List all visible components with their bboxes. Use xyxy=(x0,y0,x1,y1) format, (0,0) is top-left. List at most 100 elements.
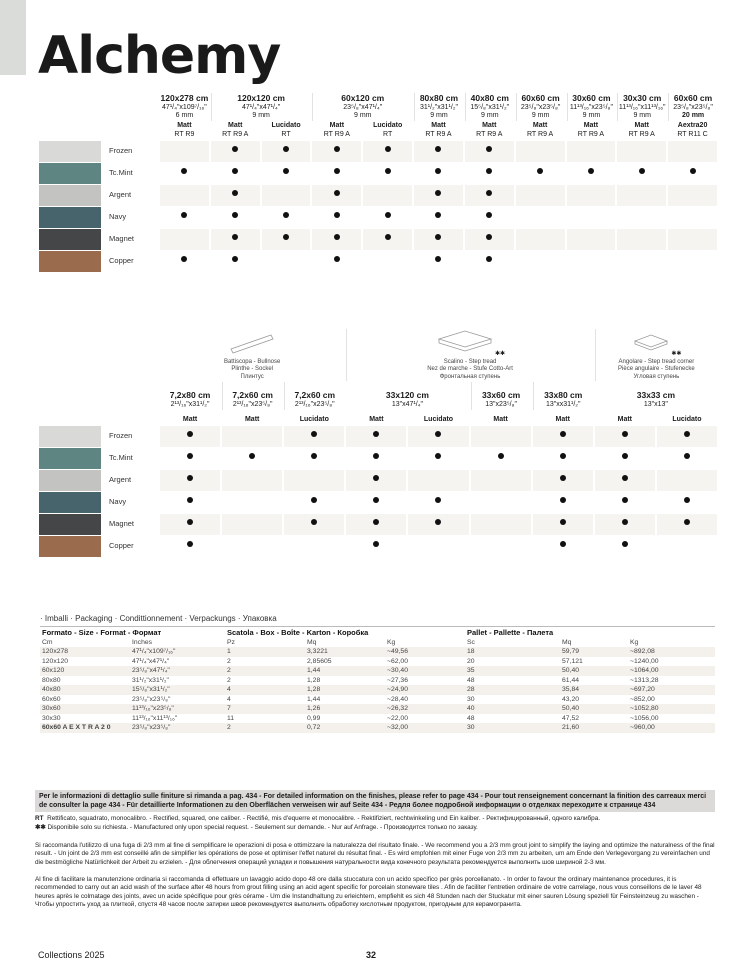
table-cell: 1,26 xyxy=(305,704,385,714)
grout-note: Si raccomanda l'utilizzo di una fuga di … xyxy=(35,842,715,866)
availability-cell xyxy=(567,163,616,184)
finish-swatch xyxy=(39,206,101,228)
surface-finish: Lucidato xyxy=(373,122,403,130)
table-cell: 2 xyxy=(227,676,231,684)
available-dot-icon xyxy=(435,212,442,219)
table-row: 30x60 11¹³/₁₆"x23⁵/₈" 7 1,26 ~26,32 40 50,40 ~1… xyxy=(40,704,715,714)
thickness: 9 mm xyxy=(252,112,270,120)
piece-label: Battiscopa - Bullnose xyxy=(223,358,281,365)
finish-header: Lucidato xyxy=(299,415,329,423)
trim-piece-header: ✱✱ Angolare - Step tread corner Pièce angu… xyxy=(594,329,717,382)
availability-cell xyxy=(312,228,362,250)
table-cell: 1,28 xyxy=(305,685,385,695)
surface-finish: Lucidato xyxy=(271,122,301,130)
availability-cell xyxy=(160,184,209,206)
available-dot-icon xyxy=(435,453,442,460)
size-cm: 7,2x80 cm xyxy=(169,390,211,401)
finish-name: Copper xyxy=(109,256,134,266)
availability-cell xyxy=(515,140,565,162)
availability-cell xyxy=(532,513,593,535)
table-cell: 30x60 xyxy=(40,704,130,714)
available-dot-icon xyxy=(435,190,442,197)
available-dot-icon xyxy=(333,146,340,153)
availability-cell xyxy=(594,425,655,447)
table-cell: 0,72 xyxy=(305,723,385,733)
thickness: 9 mm xyxy=(633,112,651,120)
finish-header: Matt xyxy=(493,415,508,423)
table-cell: 47¹/₄"x109⁷/₁₆" xyxy=(130,647,225,657)
availability-cell xyxy=(346,425,407,447)
availability-cell xyxy=(160,448,220,469)
availability-cell xyxy=(617,251,666,272)
finish-header: Lucidato xyxy=(672,415,702,423)
size-inches: 23⁵/₈"x23⁵/₈" xyxy=(520,103,561,111)
availability-cell xyxy=(566,140,616,162)
rectification-rating: RT R9 A xyxy=(526,130,554,138)
asterisk-text: Disponibile solo su richiesta. - Manufac… xyxy=(47,824,478,831)
available-dot-icon xyxy=(384,168,391,175)
available-dot-icon xyxy=(283,168,290,175)
piece-label: Angolare - Step tread corner xyxy=(618,358,695,365)
table-cell: ~28,40 xyxy=(387,695,408,703)
available-dot-icon xyxy=(486,234,493,241)
availability-cell xyxy=(346,513,407,535)
availability-cell xyxy=(210,228,260,250)
availability-cell xyxy=(408,513,469,535)
available-dot-icon xyxy=(232,234,239,241)
piece-label: Nez de marche - Stufe Cotto-Art xyxy=(427,366,513,373)
table-cell: ~49,56 xyxy=(385,647,465,657)
available-dot-icon xyxy=(283,212,290,219)
size-header: 33x120 cm 13"x47¹/₄" xyxy=(346,382,468,409)
available-dot-icon xyxy=(537,168,544,175)
table-row: 30x30 11¹³/₁₆"x11¹³/₁₆" 11 0,99 ~22,00 48 47,5… xyxy=(40,714,715,724)
piece-label: Угловая ступень xyxy=(633,373,680,380)
special-request-mark: ✱✱ xyxy=(495,351,506,357)
available-dot-icon xyxy=(486,256,493,263)
availability-cell xyxy=(363,184,413,206)
table-cell: 7 xyxy=(225,704,305,714)
availability-cell xyxy=(668,251,717,272)
available-dot-icon xyxy=(621,453,628,460)
size-header: 120x278 cm 47¹/₄"x109⁷/₁₆" 6 mm xyxy=(160,93,209,121)
available-dot-icon xyxy=(435,234,442,241)
rt-key: RT xyxy=(35,815,44,822)
availability-cell xyxy=(160,140,209,162)
size-inches: 13"x23⁵/₈" xyxy=(485,400,517,408)
trim-piece-header: Battiscopa - Bullnose Plinthe - Sockel Пли… xyxy=(160,329,344,381)
finish-row: Argent xyxy=(39,469,717,491)
trim-availability-grid: Battiscopa - Bullnose Plinthe - Sockel Пли… xyxy=(37,328,719,558)
bullnose-icon xyxy=(160,331,344,359)
size-header: 30x30 cm 11¹³/₁₆"x11¹³/₁₆" 9 mm xyxy=(617,93,666,122)
availability-cell xyxy=(222,425,283,447)
availability-cell xyxy=(222,448,282,469)
available-dot-icon xyxy=(497,453,504,460)
finish-header: Lucidato RT xyxy=(262,122,311,140)
availability-cell xyxy=(363,228,413,250)
finish-header: Matt RT R9 xyxy=(160,122,209,140)
table-cell: 60x60 A E X T R A 2 0 xyxy=(40,723,130,733)
finish-header: Lucidato RT xyxy=(363,122,412,140)
availability-cell xyxy=(657,492,717,513)
available-dot-icon xyxy=(683,519,690,526)
availability-cell xyxy=(594,513,655,535)
availability-cell xyxy=(262,207,311,228)
available-dot-icon xyxy=(559,431,566,438)
table-cell: 35,84 xyxy=(560,685,628,695)
availability-cell xyxy=(284,492,344,513)
table-cell: 31¹/₂"x31¹/₂" xyxy=(132,676,169,684)
finish-header: Matt RT R9 A xyxy=(516,122,565,140)
rt-note: RT Rettificato, squadrato, monocalibro. … xyxy=(35,815,715,823)
finish-header: Matt xyxy=(555,415,570,423)
rectification-rating: RT xyxy=(281,130,291,138)
table-cell: 57,121 xyxy=(562,657,583,665)
table-cell: 18 xyxy=(465,647,560,657)
table-cell: ~32,00 xyxy=(385,723,465,733)
thickness: 9 mm xyxy=(531,112,550,120)
footer-collection: Collections 2025 xyxy=(38,950,105,960)
finish-swatch xyxy=(39,184,101,206)
finish-row: Magnet xyxy=(39,513,717,535)
size-header: 33x80 cm 13"xx31¹/₂" xyxy=(532,382,593,410)
availability-cell xyxy=(668,163,717,184)
availability-cell xyxy=(533,536,593,557)
size-header: 80x80 cm 31¹/₂"x31¹/₂" 9 mm xyxy=(414,93,463,122)
